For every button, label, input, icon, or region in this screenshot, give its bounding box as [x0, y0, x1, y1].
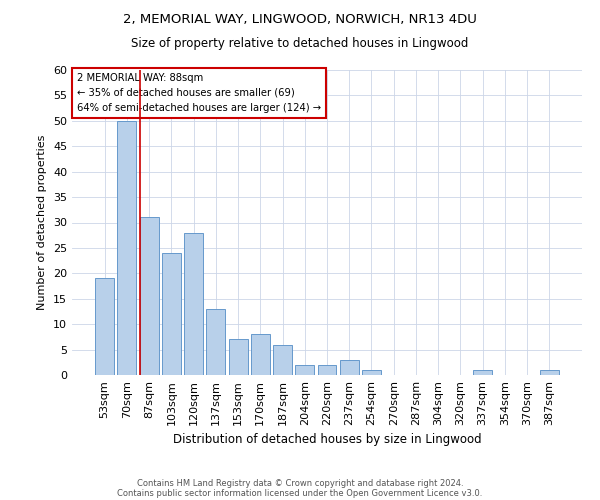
X-axis label: Distribution of detached houses by size in Lingwood: Distribution of detached houses by size …: [173, 434, 481, 446]
Bar: [295, 365, 314, 375]
Bar: [95, 278, 114, 375]
Text: 2, MEMORIAL WAY, LINGWOOD, NORWICH, NR13 4DU: 2, MEMORIAL WAY, LINGWOOD, NORWICH, NR13…: [123, 12, 477, 26]
Bar: [118, 121, 136, 375]
Bar: [206, 309, 225, 375]
Bar: [251, 334, 270, 375]
Text: Contains HM Land Registry data © Crown copyright and database right 2024.: Contains HM Land Registry data © Crown c…: [137, 478, 463, 488]
Bar: [184, 232, 203, 375]
Bar: [162, 253, 181, 375]
Text: Size of property relative to detached houses in Lingwood: Size of property relative to detached ho…: [131, 38, 469, 51]
Bar: [540, 370, 559, 375]
Bar: [273, 344, 292, 375]
Bar: [340, 360, 359, 375]
Bar: [473, 370, 492, 375]
Bar: [140, 218, 158, 375]
Y-axis label: Number of detached properties: Number of detached properties: [37, 135, 47, 310]
Text: Contains public sector information licensed under the Open Government Licence v3: Contains public sector information licen…: [118, 488, 482, 498]
Bar: [317, 365, 337, 375]
Bar: [362, 370, 381, 375]
Text: 2 MEMORIAL WAY: 88sqm
← 35% of detached houses are smaller (69)
64% of semi-deta: 2 MEMORIAL WAY: 88sqm ← 35% of detached …: [77, 73, 321, 112]
Bar: [229, 340, 248, 375]
